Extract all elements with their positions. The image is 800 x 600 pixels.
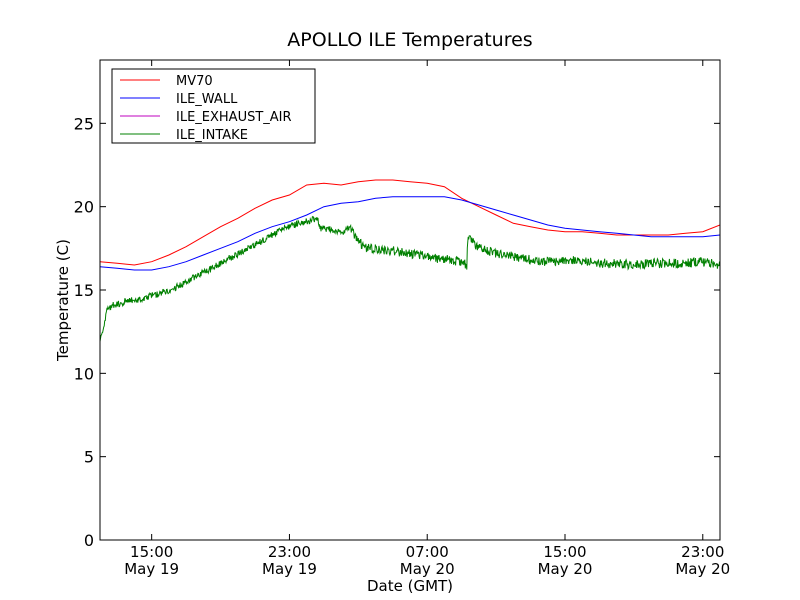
x-axis-label: Date (GMT) xyxy=(367,577,453,595)
x-tick-label-time: 15:00 xyxy=(543,543,586,561)
series-line-ile-intake xyxy=(100,215,720,342)
series-group xyxy=(100,179,720,342)
x-tick-label-time: 07:00 xyxy=(406,543,449,561)
x-tick-label-date: May 19 xyxy=(124,560,179,578)
y-tick-label: 5 xyxy=(84,448,94,467)
legend-label: ILE_INTAKE xyxy=(176,128,248,143)
y-tick-label: 20 xyxy=(74,198,94,217)
x-tick-label-date: May 20 xyxy=(675,560,730,578)
chart-title: APOLLO ILE Temperatures xyxy=(287,29,532,51)
legend-label: ILE_WALL xyxy=(176,92,238,107)
legend-label: ILE_EXHAUST_AIR xyxy=(176,110,292,125)
series-line-ile-wall xyxy=(100,196,720,271)
plot-frame xyxy=(99,59,721,541)
y-tick-label: 0 xyxy=(84,531,94,550)
legend-label: MV70 xyxy=(176,74,213,89)
series-line-mv70 xyxy=(100,179,720,266)
y-axis: 0 5 10 15 20 25 xyxy=(74,114,720,550)
y-tick-label: 10 xyxy=(74,364,94,383)
x-tick-label-time: 15:00 xyxy=(130,543,173,561)
y-axis-label: Temperature (C) xyxy=(54,239,72,362)
y-tick-label: 25 xyxy=(74,114,94,133)
x-tick-label-date: May 20 xyxy=(400,560,455,578)
x-tick-label-date: May 19 xyxy=(262,560,317,578)
legend: MV70 ILE_WALL ILE_EXHAUST_AIR ILE_INTAKE xyxy=(111,68,316,144)
x-tick-label-date: May 20 xyxy=(538,560,593,578)
legend-box xyxy=(111,68,316,144)
y-tick-label: 15 xyxy=(74,281,94,300)
x-tick-label-time: 23:00 xyxy=(268,543,311,561)
x-tick-label-time: 23:00 xyxy=(681,543,724,561)
